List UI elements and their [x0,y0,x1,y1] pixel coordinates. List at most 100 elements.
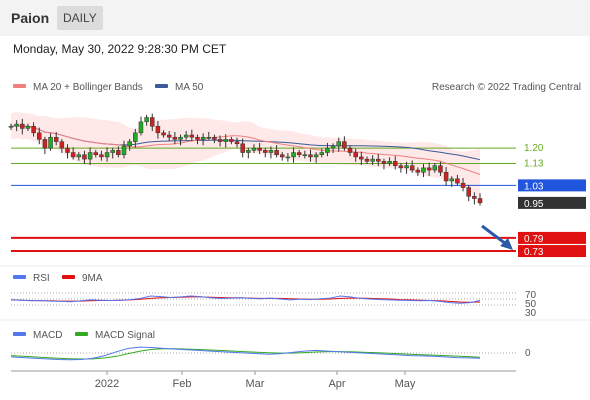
level-label-1.20: 1.20 [524,143,544,154]
ma50-legend-swatch [155,84,168,88]
candle [268,146,274,159]
candle [14,120,19,132]
candle [25,123,31,132]
legend-macd-signal: MACD Signal [95,330,155,341]
legend-ma20: MA 20 + Bollinger Bands [33,82,143,93]
price-panel: 1.20 1.13 1.03 0.95 0.79 0.73 [8,112,586,258]
candle [195,134,200,145]
legend-rsi-ma9: 9MA [82,273,103,284]
candle [285,152,291,162]
level-tag-0.79 [518,231,586,244]
rsi-panel [10,292,516,306]
level-tag-1.03 [518,179,586,192]
x-tick-label: May [395,378,416,390]
candle [432,163,438,173]
candle [87,147,93,166]
candle [200,133,206,146]
candle [150,113,155,132]
macd-legend-swatch [13,332,26,336]
candle [82,150,87,164]
candle [31,122,36,137]
candle [353,148,358,162]
candle [404,161,409,174]
candle [155,121,161,139]
x-axis: 2022 Feb Mar Apr May [95,371,416,390]
candle [421,163,426,178]
legend-rsi: RSI [33,273,50,284]
level-label-0.73: 0.73 [524,247,544,258]
candle [37,127,42,145]
candle [291,147,296,163]
candle [336,137,341,152]
candle [472,192,477,205]
candle [251,144,257,153]
candle [8,123,14,130]
candle [144,114,149,126]
candle [387,157,392,167]
level-tag-0.73 [518,245,586,258]
period-button[interactable]: DAILY [57,6,103,30]
candle [99,150,104,161]
candle [127,138,132,151]
candle [110,147,115,159]
candle [59,138,65,153]
candle [443,166,449,186]
ma20-legend-swatch [13,84,26,88]
rsi-legend-swatch [13,275,26,279]
candle [376,153,381,167]
macd-tick-0: 0 [525,348,531,359]
macd-panel [10,346,516,361]
timestamp: Monday, May 30, 2022 9:28:30 PM CET [13,42,227,56]
candle [166,131,172,141]
bollinger-band [11,112,480,200]
candle [460,177,466,192]
candle [172,131,178,145]
candle [223,134,228,148]
candle [313,152,319,163]
candle [409,160,415,173]
rsi-tick-30: 30 [525,308,537,319]
level-label-1.03: 1.03 [524,181,544,192]
ticker-symbol: Paion [11,10,50,26]
level-label-1.13: 1.13 [524,158,544,169]
candle [178,134,183,146]
candle [206,131,212,140]
rsi-line [10,295,481,304]
candle [274,145,279,158]
candle [364,156,370,164]
arrow-down-right-icon [481,224,513,250]
candle [347,145,353,157]
rsi-tick-70: 70 [525,290,537,301]
signal-legend-swatch [75,332,88,336]
candle [93,149,99,158]
ma20-line [10,124,481,175]
candle [319,148,325,158]
candle [426,162,432,176]
legend-macd: MACD [33,330,62,341]
candle [104,147,110,162]
x-tick-label: Apr [328,378,345,390]
x-tick-label: Feb [173,378,192,390]
candle [53,131,59,146]
macd-signal-line [10,348,481,360]
x-tick-label: Mar [246,378,265,390]
candle [449,176,454,187]
candle [296,149,302,158]
candle [116,146,121,158]
candle [65,144,70,159]
candle [76,152,82,161]
candle [438,161,443,176]
candle [302,150,308,159]
candle [246,147,251,159]
candle [342,136,347,151]
candle [183,131,189,140]
legend-ma50: MA 50 [175,82,204,93]
candle [279,152,285,161]
candle [48,133,53,151]
x-tick-label: 2022 [95,378,119,390]
candle [359,151,364,166]
candle [381,158,387,170]
candle [257,142,262,155]
candle [161,130,166,138]
